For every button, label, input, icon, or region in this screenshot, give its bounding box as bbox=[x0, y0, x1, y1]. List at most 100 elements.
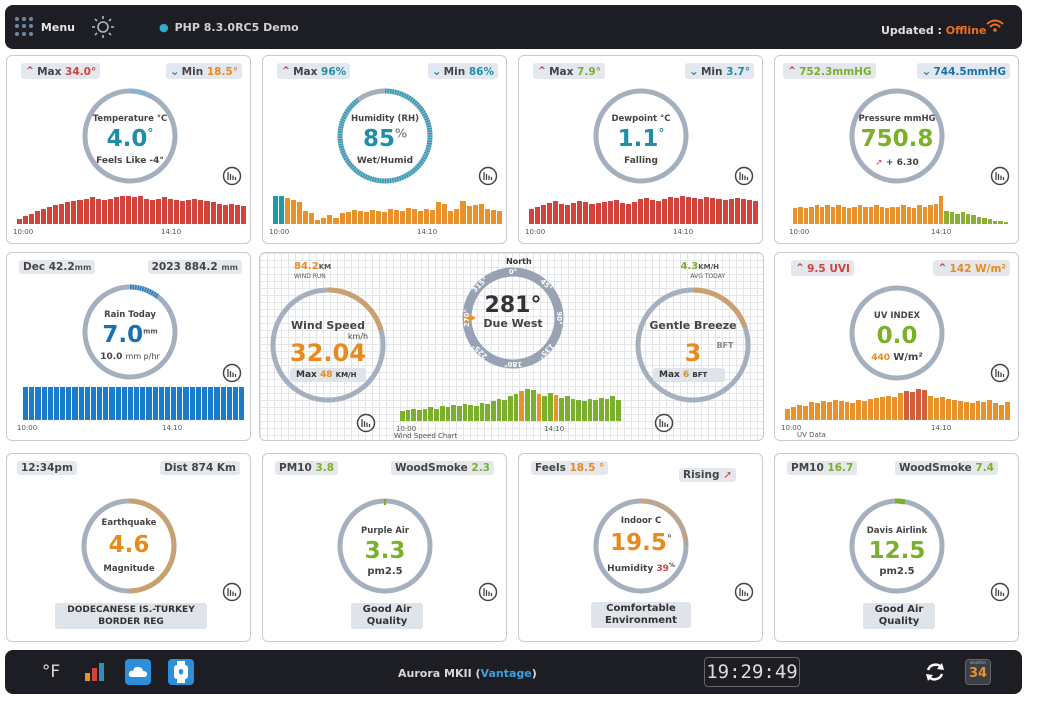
dewpoint-time-end: 14:10 bbox=[673, 228, 694, 236]
bft-max-pill: Max 6 BFT bbox=[653, 368, 725, 382]
weather34-badge[interactable]: weather 34 bbox=[965, 659, 991, 685]
bar bbox=[847, 207, 852, 224]
indoor-chart-icon[interactable] bbox=[734, 582, 754, 602]
bar bbox=[945, 398, 951, 420]
bar bbox=[53, 204, 59, 224]
arrow-up-icon: ⌃ bbox=[281, 64, 292, 78]
bar bbox=[23, 387, 29, 420]
bar bbox=[607, 201, 613, 224]
bar bbox=[582, 401, 587, 421]
compass-north-label: North bbox=[506, 257, 532, 266]
uv-gauge: UV INDEX 0.0 440 W/m² bbox=[847, 283, 947, 383]
bar bbox=[559, 204, 565, 224]
airlink-chart-icon[interactable] bbox=[990, 582, 1010, 602]
temp-chart-icon[interactable] bbox=[222, 166, 242, 186]
bar bbox=[868, 206, 874, 224]
bar bbox=[146, 387, 152, 420]
purpleair-chart-icon[interactable] bbox=[478, 582, 498, 602]
cloud-icon[interactable] bbox=[125, 659, 151, 685]
bar bbox=[927, 395, 933, 420]
bar bbox=[955, 213, 960, 224]
bar bbox=[975, 401, 981, 420]
bar bbox=[655, 201, 662, 224]
bar bbox=[279, 196, 285, 224]
bar bbox=[29, 387, 35, 420]
theme-toggle-sun-icon[interactable] bbox=[91, 15, 115, 39]
wind-direction-value: 281° bbox=[484, 293, 542, 318]
temp-time-end: 14:10 bbox=[161, 228, 182, 236]
humidity-title: Humidity (RH) bbox=[351, 114, 419, 124]
pressure-gauge: Pressure mmHG 750.8 ➚ + 6.30 bbox=[847, 86, 947, 186]
wind-chart-icon[interactable] bbox=[356, 413, 376, 433]
bar bbox=[589, 204, 595, 224]
arrow-down-icon: ⌄ bbox=[688, 64, 699, 78]
beaufort-unit: BFT bbox=[716, 341, 734, 350]
bar bbox=[239, 387, 245, 420]
watch-icon[interactable] bbox=[168, 659, 194, 685]
dewpoint-bar-chart bbox=[529, 196, 759, 224]
pressure-chart-icon[interactable] bbox=[990, 166, 1010, 186]
humidity-chart-icon[interactable] bbox=[478, 166, 498, 186]
bar bbox=[351, 210, 357, 224]
dewpoint-min-label: Min bbox=[700, 66, 723, 78]
compass: 281° Due West 0° 45° 90° 135° 180° 225° 270° 31… bbox=[462, 267, 564, 369]
temp-min-label: Min bbox=[181, 66, 204, 78]
bar bbox=[168, 198, 174, 224]
airlink-pm10-value: 16.7 bbox=[827, 462, 854, 474]
airlink-pm10-pill: PM10 16.7 bbox=[787, 461, 858, 475]
grid-icon bbox=[15, 17, 35, 37]
bar bbox=[808, 402, 814, 420]
bar bbox=[857, 205, 863, 224]
arrow-up-icon: ⌃ bbox=[537, 64, 548, 78]
arrow-down-icon: ⌄ bbox=[169, 64, 180, 78]
bar bbox=[508, 396, 513, 421]
bar bbox=[405, 409, 411, 421]
uv-card: ⌃ 9.5 UVI ⌃ 142 W/m² UV INDEX 0.0 440 W/m²… bbox=[774, 252, 1019, 441]
rain-gauge: Rain Today 7.0mm 10.0 mm p/hr bbox=[80, 282, 180, 382]
bar bbox=[232, 387, 239, 420]
bar bbox=[793, 207, 798, 224]
bar bbox=[814, 403, 820, 420]
earthquake-title: Earthquake bbox=[101, 518, 157, 528]
bar bbox=[198, 199, 204, 224]
temp-min-value: 18.5° bbox=[206, 66, 238, 78]
bar bbox=[101, 199, 107, 224]
bar bbox=[496, 211, 502, 224]
bar bbox=[479, 402, 485, 421]
earthquake-card: 12:34pm Dist 874 Km Earthquake 4.6 Magni… bbox=[6, 453, 251, 642]
bar bbox=[150, 199, 156, 224]
beaufort-chart-icon[interactable] bbox=[654, 413, 674, 433]
wind-time-start: 10:00 bbox=[396, 425, 417, 433]
bar bbox=[226, 387, 232, 420]
charts-icon[interactable] bbox=[81, 659, 107, 685]
humidity-value: 85% bbox=[335, 126, 435, 152]
bar bbox=[285, 198, 291, 224]
bar bbox=[692, 198, 698, 224]
earthquake-location: DODECANESE IS.-TURKEY BORDER REG bbox=[55, 603, 207, 629]
pressure-title: Pressure mmHG bbox=[858, 114, 936, 124]
rain-unit: mm bbox=[143, 327, 158, 336]
purpleair-pm10-pill: PM10 3.8 bbox=[275, 461, 339, 475]
wind-run-unit: KM bbox=[318, 263, 332, 271]
rain-year-pill: 2023 884.2 mm bbox=[147, 260, 242, 274]
bar bbox=[333, 217, 339, 224]
bar bbox=[917, 205, 922, 224]
compass-tick-label: 0° bbox=[508, 268, 518, 276]
refresh-icon[interactable] bbox=[922, 659, 948, 685]
uv-chart-icon[interactable] bbox=[990, 363, 1010, 383]
wind-max-label: Max bbox=[296, 370, 317, 380]
solar-max-value: 142 W/m² bbox=[949, 263, 1006, 275]
unit-toggle-fahrenheit-icon[interactable]: °F bbox=[41, 662, 61, 682]
bar bbox=[156, 198, 162, 224]
dewpoint-chart-icon[interactable] bbox=[734, 166, 754, 186]
purpleair-title: Purple Air bbox=[361, 526, 409, 536]
bar bbox=[616, 400, 621, 421]
beaufort-gauge: Gentle Breeze 3 BFT Max 6 BFT bbox=[633, 285, 753, 405]
rain-chart-icon[interactable] bbox=[222, 363, 242, 383]
uv-time-start: 10:00 bbox=[781, 424, 802, 432]
bar bbox=[60, 387, 66, 420]
menu-button[interactable]: Menu bbox=[15, 15, 75, 39]
earthquake-chart-icon[interactable] bbox=[222, 582, 242, 602]
bar bbox=[192, 198, 198, 224]
bar bbox=[752, 201, 758, 224]
